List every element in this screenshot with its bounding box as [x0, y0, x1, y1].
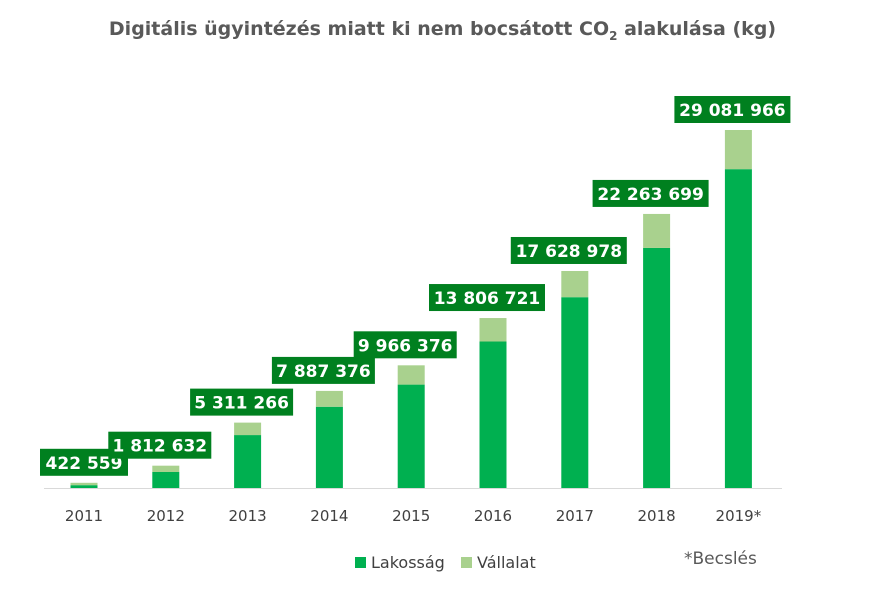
- bar-lakossag-8: [724, 169, 752, 488]
- bar-lakossag-7: [643, 247, 671, 488]
- bar-vallalat-0: [70, 482, 98, 486]
- total-label-0: 422 559: [46, 454, 123, 474]
- title-subscript: 2: [609, 28, 618, 43]
- bar-vallalat-3: [315, 390, 343, 407]
- total-label-1: 1 812 632: [112, 437, 207, 457]
- x-tick-label-2: 2013: [229, 507, 267, 525]
- bar-lakossag-3: [315, 406, 343, 488]
- x-tick-label-3: 2014: [310, 507, 348, 525]
- total-label-box-4: [353, 331, 457, 359]
- total-label-box-1: [108, 431, 212, 459]
- total-label-2: 5 311 266: [194, 394, 289, 414]
- legend-label-vallalat: Vállalat: [477, 553, 536, 572]
- total-label-box-7: [592, 179, 709, 207]
- x-tick-label-6: 2017: [556, 507, 594, 525]
- bar-lakossag-4: [397, 384, 425, 488]
- bar-vallalat-1: [152, 465, 180, 472]
- legend-label-lakossag: Lakosság: [371, 553, 445, 572]
- bar-lakossag-2: [234, 435, 262, 488]
- total-label-7: 22 263 699: [597, 185, 703, 205]
- x-tick-label-5: 2016: [474, 507, 512, 525]
- bar-lakossag-6: [561, 297, 589, 488]
- total-label-3: 7 887 376: [276, 362, 371, 382]
- total-label-box-3: [271, 356, 375, 384]
- total-label-box-5: [429, 284, 545, 312]
- bar-lakossag-1: [152, 471, 180, 488]
- total-label-8: 29 081 966: [679, 101, 785, 121]
- x-tick-label-8: 2019*: [716, 507, 762, 525]
- legend-swatch-vallalat: [461, 557, 472, 568]
- bar-lakossag-0: [70, 485, 98, 488]
- total-label-box-8: [674, 96, 791, 123]
- bar-vallalat-5: [479, 318, 507, 342]
- chart-title: Digitális ügyintézés miatt ki nem bocsát…: [0, 18, 885, 43]
- legend-swatch-lakossag: [355, 557, 366, 568]
- bar-vallalat-7: [643, 213, 671, 248]
- total-label-box-2: [190, 388, 294, 416]
- total-label-4: 9 966 376: [358, 336, 453, 356]
- bar-vallalat-2: [234, 422, 262, 436]
- x-tick-label-4: 2015: [392, 507, 430, 525]
- title-main: Digitális ügyintézés miatt ki nem bocsát…: [108, 18, 610, 40]
- bar-lakossag-5: [479, 341, 507, 488]
- total-label-6: 17 628 978: [516, 242, 622, 262]
- bar-vallalat-8: [724, 130, 752, 170]
- title-end: alakulása (kg): [617, 18, 777, 40]
- bar-vallalat-4: [397, 365, 425, 385]
- estimate-note: *Becslés: [684, 549, 757, 569]
- x-tick-label-1: 2012: [147, 507, 185, 525]
- total-label-5: 13 806 721: [434, 289, 540, 309]
- x-tick-label-0: 2011: [65, 507, 103, 525]
- x-tick-label-7: 2018: [638, 507, 676, 525]
- bar-vallalat-6: [561, 270, 589, 298]
- total-label-box-6: [510, 236, 627, 264]
